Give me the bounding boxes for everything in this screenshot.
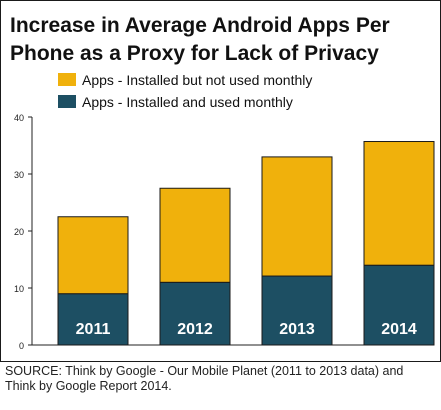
bar-segment-used-monthly <box>159 281 231 346</box>
y-tick-label: 20 <box>14 227 24 237</box>
y-tick-label: 0 <box>19 341 24 351</box>
bar-segment-not-used-monthly <box>261 156 333 277</box>
bar-segment-used-monthly <box>261 275 333 346</box>
category-label: 2011 <box>76 321 111 338</box>
y-tick-label: 40 <box>14 113 24 123</box>
legend-label: Apps - Installed but not used monthly <box>82 72 312 88</box>
legend-swatch <box>58 73 76 86</box>
category-label: 2012 <box>177 321 213 338</box>
bar-segment-not-used-monthly <box>363 141 435 266</box>
stacked-bar-chart: Increase in Average Android Apps Per Pho… <box>0 0 441 362</box>
chart-title-line-1: Increase in Average Android Apps Per <box>10 14 390 37</box>
chart-title-line-2: Phone as a Proxy for Lack of Privacy <box>10 42 379 65</box>
y-tick-label: 30 <box>14 170 24 180</box>
category-label: 2013 <box>279 321 315 338</box>
bar-segment-not-used-monthly <box>57 216 129 295</box>
legend-swatch <box>58 95 76 108</box>
y-tick-label: 10 <box>14 284 24 294</box>
plot-area: 0 10 20 30 40 2011 2012 2013 2014 <box>14 113 435 351</box>
legend-label: Apps - Installed and used monthly <box>82 94 293 110</box>
category-label: 2014 <box>381 321 417 338</box>
bar-segment-not-used-monthly <box>159 187 231 283</box>
legend: Apps - Installed but not used monthly App… <box>58 72 312 110</box>
chart-frame: Increase in Average Android Apps Per Pho… <box>0 0 441 362</box>
source-note: SOURCE: Think by Google - Our Mobile Pla… <box>5 364 404 393</box>
bar-segment-used-monthly <box>363 264 435 346</box>
bar-segment-used-monthly <box>57 293 129 346</box>
